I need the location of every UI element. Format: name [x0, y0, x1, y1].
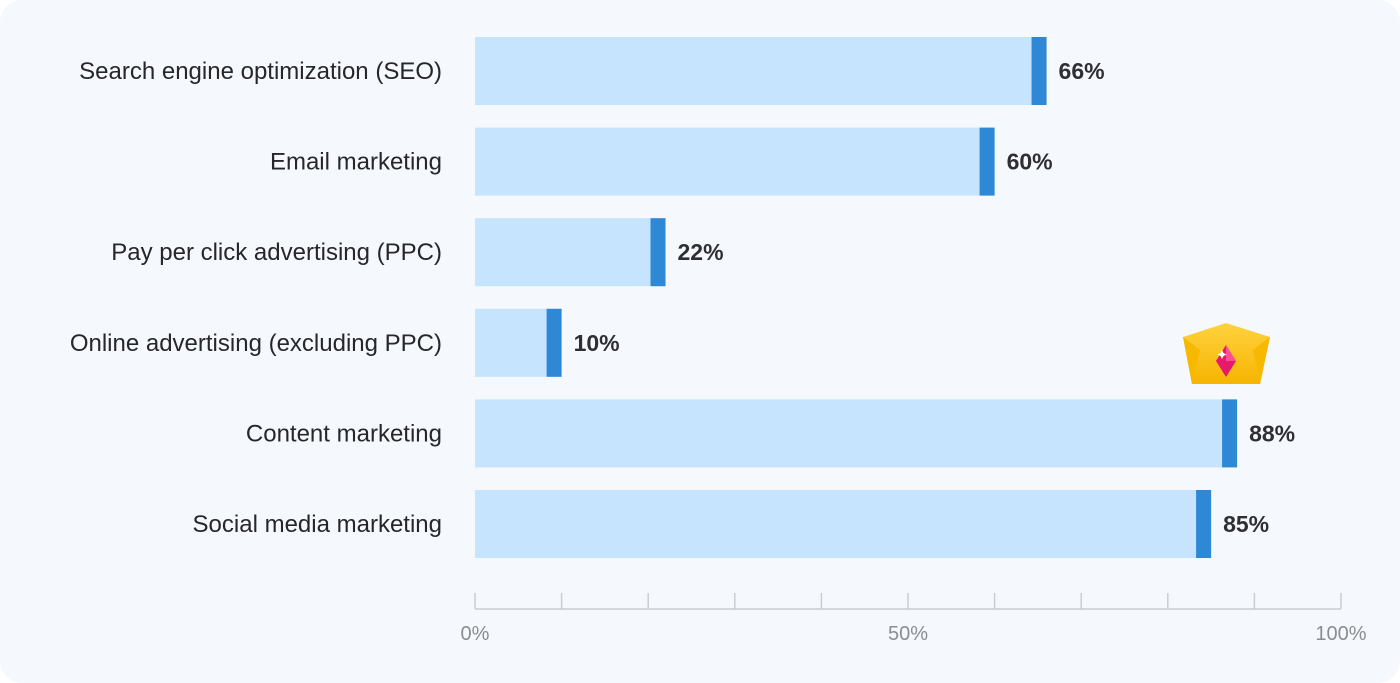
category-label: Search engine optimization (SEO): [79, 58, 442, 85]
bar-row: Social media marketing 85%: [193, 490, 1269, 558]
value-label: 66%: [1059, 58, 1105, 84]
value-label: 60%: [1007, 149, 1053, 175]
bar: [475, 218, 666, 287]
bar: [475, 490, 1212, 558]
bar-cap: [979, 127, 995, 196]
bar-row: Search engine optimization (SEO) 66%: [79, 37, 1105, 105]
bar-cap: [1196, 490, 1212, 558]
x-tick-label: 0%: [461, 623, 490, 645]
bar-row: Email marketing 60%: [270, 127, 1053, 196]
bar-cap: [546, 308, 562, 377]
bar: [475, 127, 995, 196]
category-label: Pay per click advertising (PPC): [111, 239, 442, 266]
bar-row: Online advertising (excluding PPC) 10%: [70, 308, 620, 377]
bar-cap: [650, 218, 666, 287]
value-label: 22%: [678, 239, 724, 265]
x-tick-label: 50%: [888, 623, 928, 645]
x-tick-label: 100%: [1315, 623, 1366, 645]
crown-icon: [1183, 323, 1270, 384]
bar-row: Content marketing 88%: [246, 399, 1295, 468]
value-label: 85%: [1223, 511, 1269, 537]
value-label: 10%: [574, 330, 620, 356]
bar: [475, 399, 1238, 468]
category-label: Social media marketing: [193, 511, 442, 538]
category-label: Online advertising (excluding PPC): [70, 330, 442, 357]
bar-cap: [1031, 37, 1047, 105]
category-label: Content marketing: [246, 420, 442, 447]
bar: [475, 37, 1047, 105]
category-label: Email marketing: [270, 149, 442, 176]
bar-cap: [1222, 399, 1238, 468]
value-label: 88%: [1249, 420, 1295, 446]
bar-row: Pay per click advertising (PPC) 22%: [111, 218, 724, 287]
